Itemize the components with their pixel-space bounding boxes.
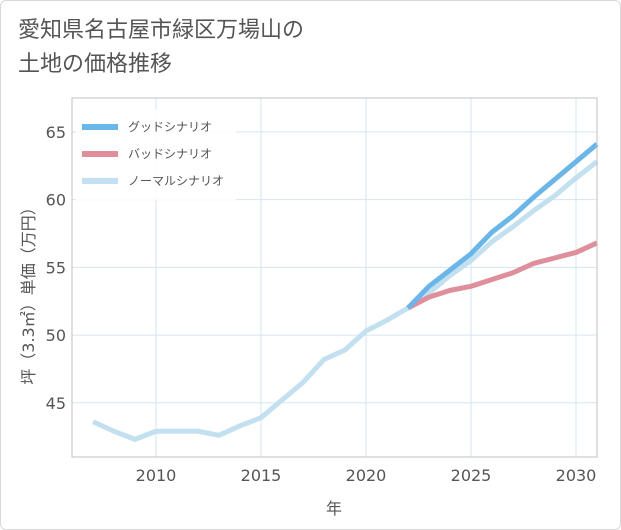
y-axis-label: 坪（3.3㎡）単価（万円） bbox=[19, 199, 38, 384]
x-tick-label: 2025 bbox=[451, 466, 492, 485]
x-tick-label: 2030 bbox=[556, 466, 597, 485]
title-line-2: 土地の価格推移 bbox=[18, 52, 173, 77]
legend-label-good: グッドシナリオ bbox=[128, 120, 212, 134]
x-tick-label: 2015 bbox=[241, 466, 282, 485]
plot-frame bbox=[71, 97, 598, 458]
legend-label-bad: バッドシナリオ bbox=[128, 147, 212, 161]
series-line-good bbox=[406, 142, 599, 310]
series-lines bbox=[91, 142, 599, 442]
x-tick-label: 2010 bbox=[136, 466, 177, 485]
page-title: 愛知県名古屋市緑区万場山の 土地の価格推移 bbox=[18, 14, 304, 82]
series-line-bad bbox=[406, 240, 599, 311]
legend-label-normal: ノーマルシナリオ bbox=[128, 174, 224, 188]
x-tick-label: 2020 bbox=[346, 466, 387, 485]
y-tick-label: 45 bbox=[46, 394, 66, 413]
y-tick-label: 55 bbox=[46, 258, 66, 277]
title-line-1: 愛知県名古屋市緑区万場山の bbox=[18, 18, 305, 43]
x-axis-label: 年 bbox=[326, 499, 342, 518]
y-tick-label: 50 bbox=[46, 326, 66, 345]
y-tick-label: 65 bbox=[46, 123, 66, 142]
grid bbox=[72, 98, 597, 457]
tick-labels: 2010 2015 2020 2025 2030 45 50 55 60 65 bbox=[46, 123, 597, 485]
y-tick-label: 60 bbox=[46, 191, 66, 210]
series-line-normal bbox=[91, 159, 599, 442]
